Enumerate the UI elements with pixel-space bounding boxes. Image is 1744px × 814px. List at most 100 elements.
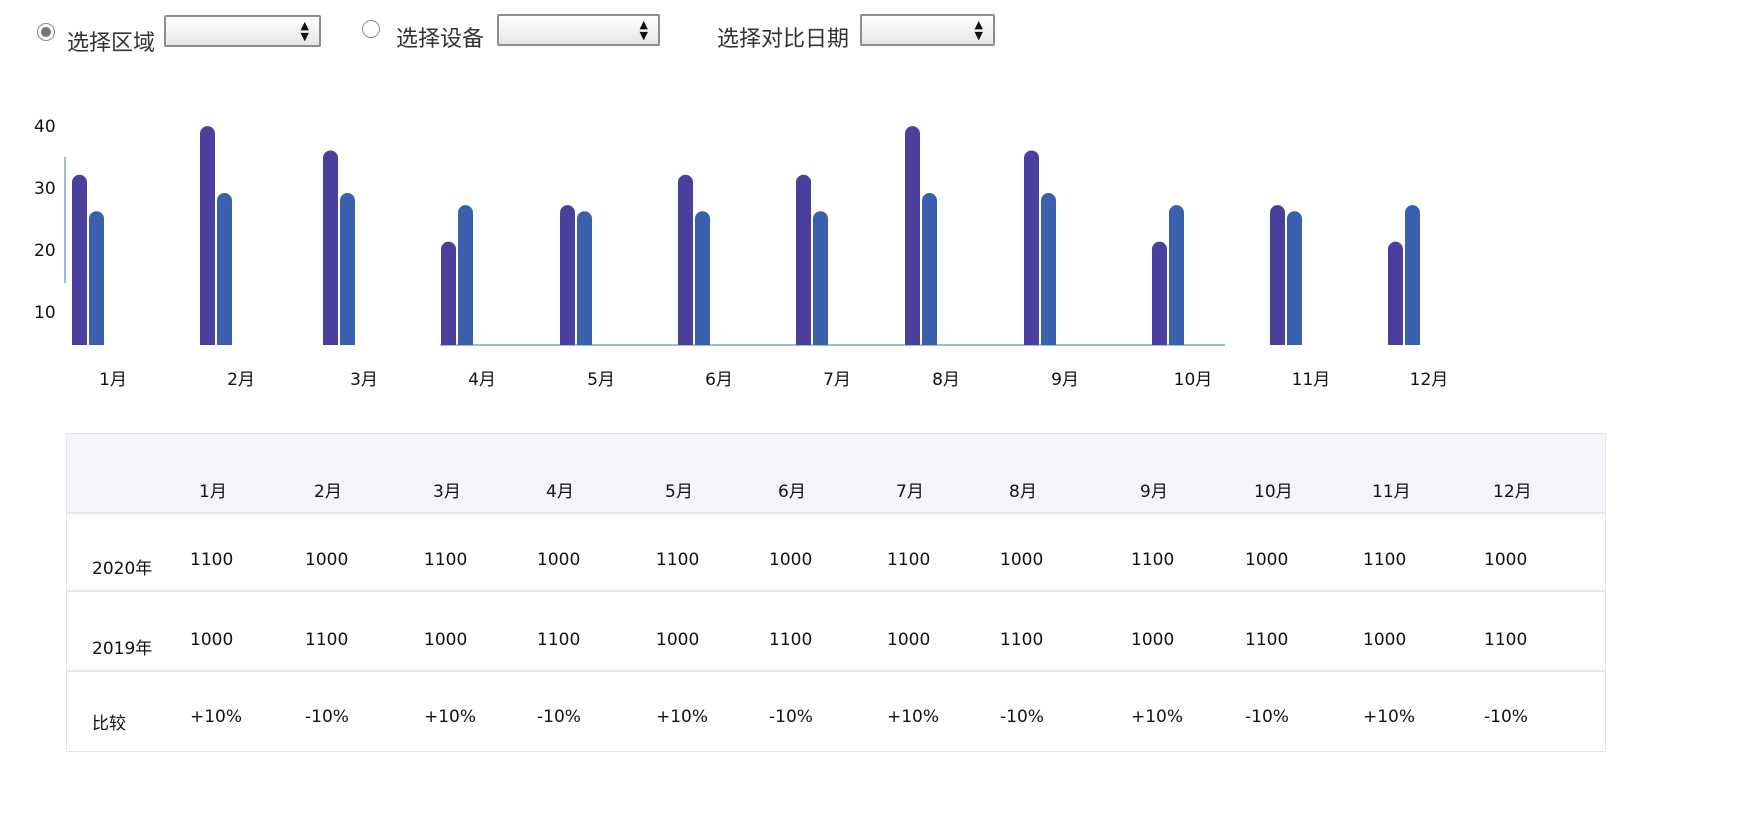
x-tick-label: 2月 <box>227 370 255 390</box>
monthly-comparison-table: 1月 2月 3月 4月 5月 6月 7月 8月 9月 10月 11月 12月 2020年 1100 100… <box>66 433 1606 752</box>
x-tick-label: 4月 <box>468 370 496 390</box>
bar-series-2-6 <box>695 211 711 345</box>
table-row: 比较 +10% -10% +10% -10% +10% -10% +10% -10% +10% -1… <box>67 674 1605 752</box>
row-label: 比较 <box>92 714 126 734</box>
table-cell: 1100 <box>424 550 468 570</box>
region-select[interactable]: ▲ ▼ <box>164 15 321 47</box>
table-cell: 1100 <box>769 630 813 650</box>
x-tick-label: 11月 <box>1292 370 1331 390</box>
table-cell: -10% <box>769 707 813 727</box>
row-label: 2020年 <box>92 559 153 579</box>
table-cell: 1100 <box>305 630 349 650</box>
table-cell: 1000 <box>305 550 349 570</box>
bar-series-1-8 <box>905 126 920 346</box>
x-tick-label: 3月 <box>350 370 378 390</box>
y-tick-label: 30 <box>34 179 56 199</box>
table-cell: 1100 <box>190 550 234 570</box>
x-tick-label: 7月 <box>823 370 851 390</box>
table-cell: +10% <box>424 707 477 727</box>
column-header: 1月 <box>199 482 227 502</box>
select-arrows-icon: ▲ ▼ <box>300 19 309 43</box>
column-header: 10月 <box>1254 482 1293 502</box>
column-header: 3月 <box>433 482 461 502</box>
y-tick-label: 10 <box>34 303 56 323</box>
table-cell: 1100 <box>1131 550 1175 570</box>
bar-series-2-4 <box>458 205 473 345</box>
select-arrows-icon: ▲ ▼ <box>974 18 983 42</box>
table-cell: -10% <box>537 707 581 727</box>
y-tick-label: 20 <box>34 241 56 261</box>
bar-series-1-3 <box>323 150 338 345</box>
column-header: 11月 <box>1372 482 1411 502</box>
table-row: 2020年 1100 1000 1100 1000 1100 1000 1100 1000 110… <box>67 514 1605 592</box>
table-cell: 1000 <box>769 550 813 570</box>
column-header: 7月 <box>896 482 924 502</box>
column-header: 12月 <box>1493 482 1532 502</box>
table-cell: -10% <box>1245 707 1289 727</box>
monthly-comparison-chart: 10 20 30 40 1月 2月 3月 4月 5月 6月 7月 8月 9月 10月 11月 12月 <box>34 117 1449 390</box>
device-radio[interactable] <box>362 20 380 38</box>
table-cell: 1000 <box>656 630 700 650</box>
x-tick-label: 9月 <box>1051 370 1079 390</box>
table-cell: +10% <box>190 707 243 727</box>
table-cell: 1000 <box>537 550 581 570</box>
table-cell: 1000 <box>424 630 468 650</box>
column-header: 6月 <box>778 482 806 502</box>
select-arrows-icon: ▲ ▼ <box>639 18 648 42</box>
table-cell: 1100 <box>1245 630 1289 650</box>
bar-series-1-12 <box>1388 241 1403 345</box>
table-cell: 1100 <box>1484 630 1528 650</box>
x-tick-label: 8月 <box>932 370 960 390</box>
column-header: 4月 <box>546 482 574 502</box>
table-row: 2019年 1000 1100 1000 1100 1000 1100 1000 1100 100… <box>67 594 1605 672</box>
column-header: 5月 <box>665 482 693 502</box>
bar-series-2-2 <box>217 193 232 345</box>
bar-series-1-11 <box>1270 205 1285 345</box>
compare-date-select[interactable]: ▲ ▼ <box>860 14 995 46</box>
bar-series-2-7 <box>813 211 828 345</box>
filter-bar: 选择区域 ▲ ▼ 选择设备 ▲ ▼ 选择对比日期 ▲ ▼ <box>0 0 1744 60</box>
bar-series-1-4 <box>441 241 456 345</box>
table-cell: -10% <box>305 707 349 727</box>
x-tick-label: 10月 <box>1174 370 1213 390</box>
bar-series-1-9 <box>1024 150 1039 345</box>
bar-series-1-2 <box>200 126 215 346</box>
table-cell: +10% <box>1131 707 1184 727</box>
table-cell: 1000 <box>1131 630 1175 650</box>
table-cell: 1000 <box>1000 550 1044 570</box>
region-radio[interactable] <box>37 23 55 41</box>
bar-series-2-11 <box>1287 211 1302 345</box>
bar-series-2-9 <box>1041 193 1056 345</box>
x-tick-label: 1月 <box>99 370 127 390</box>
bar-series-2-10 <box>1169 205 1184 345</box>
bar-series-1-7 <box>796 174 811 345</box>
device-label: 选择设备 <box>396 27 485 52</box>
y-tick-label: 40 <box>34 117 56 137</box>
table-cell: -10% <box>1484 707 1528 727</box>
region-label: 选择区域 <box>67 31 156 56</box>
x-tick-label: 6月 <box>705 370 733 390</box>
table-header: 1月 2月 3月 4月 5月 6月 7月 8月 9月 10月 11月 12月 <box>67 434 1605 514</box>
table-cell: +10% <box>656 707 709 727</box>
table-cell: 1100 <box>1363 550 1407 570</box>
table-cell: +10% <box>887 707 940 727</box>
bar-series-2-8 <box>922 193 937 345</box>
table-cell: +10% <box>1363 707 1416 727</box>
device-select[interactable]: ▲ ▼ <box>497 14 660 46</box>
table-cell: 1000 <box>190 630 234 650</box>
x-tick-label: 5月 <box>587 370 615 390</box>
column-header: 9月 <box>1140 482 1168 502</box>
table-cell: 1000 <box>1484 550 1528 570</box>
bar-series-2-12 <box>1405 205 1420 345</box>
bar-series-2-5 <box>577 211 592 345</box>
bar-series-2-3 <box>340 193 355 345</box>
table-cell: 1100 <box>1000 630 1044 650</box>
compare-date-label: 选择对比日期 <box>717 27 850 52</box>
bar-series-1-1 <box>72 174 87 345</box>
table-cell: 1100 <box>887 550 931 570</box>
table-cell: -10% <box>1000 707 1044 727</box>
column-header: 2月 <box>314 482 342 502</box>
table-cell: 1000 <box>1363 630 1407 650</box>
x-tick-label: 12月 <box>1410 370 1449 390</box>
bar-series-1-6 <box>678 174 693 345</box>
